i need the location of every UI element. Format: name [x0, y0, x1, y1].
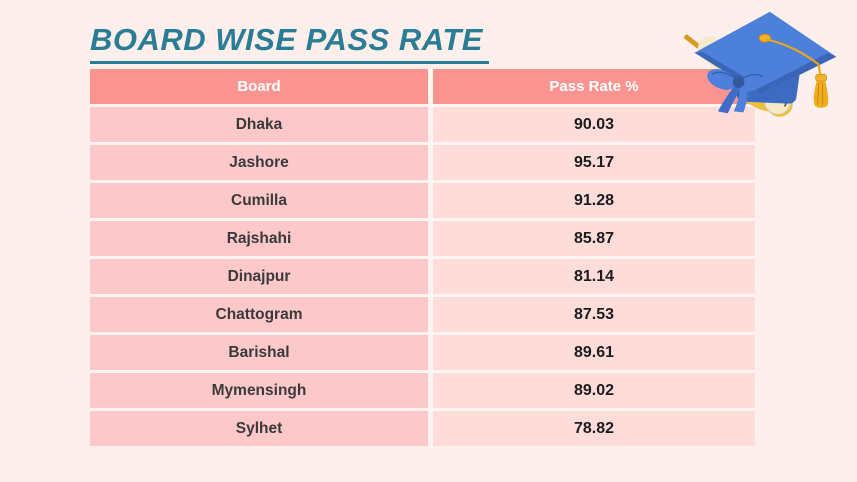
pass-rate-cell: 81.14 [433, 259, 755, 294]
board-name-cell: Rajshahi [90, 221, 428, 256]
graduation-cap-icon [694, 11, 837, 108]
board-name-cell: Dhaka [90, 107, 428, 142]
page-title: BOARD WISE PASS RATE [90, 22, 489, 64]
ribbon-bow-icon [707, 69, 766, 114]
tassel-icon [813, 64, 829, 108]
board-name-cell: Dinajpur [90, 259, 428, 294]
pass-rate-cell: 91.28 [433, 183, 755, 218]
pass-rate-cell: 89.61 [433, 335, 755, 370]
pass-rate-cell: 87.53 [433, 297, 755, 332]
pass-rate-table: Board Pass Rate % Dhaka 90.03 Jashore 95… [90, 69, 755, 446]
board-name-cell: Cumilla [90, 183, 428, 218]
pass-rate-cell: 89.02 [433, 373, 755, 408]
graduation-cap-illustration [684, 11, 837, 117]
pass-rate-cell: 85.87 [433, 221, 755, 256]
pass-rate-cell: 78.82 [433, 411, 755, 446]
column-header-pass-rate: Pass Rate % [433, 69, 755, 104]
pass-rate-cell: 90.03 [433, 107, 755, 142]
board-name-cell: Barishal [90, 335, 428, 370]
board-name-cell: Mymensingh [90, 373, 428, 408]
board-name-cell: Chattogram [90, 297, 428, 332]
column-header-board: Board [90, 69, 428, 104]
board-name-cell: Jashore [90, 145, 428, 180]
board-name-cell: Sylhet [90, 411, 428, 446]
pass-rate-cell: 95.17 [433, 145, 755, 180]
